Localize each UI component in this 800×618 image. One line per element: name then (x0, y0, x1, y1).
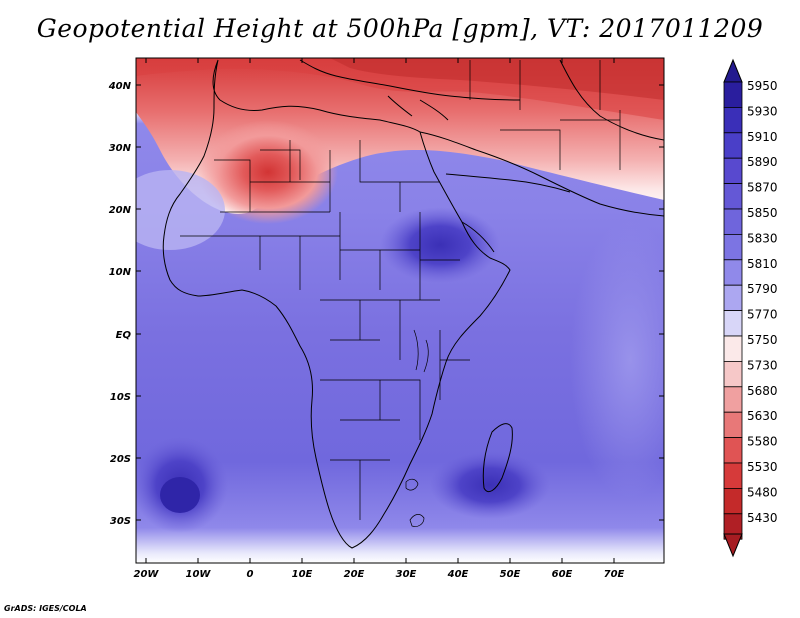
lon-label: 40E (447, 569, 469, 580)
lon-label: 0 (247, 569, 254, 580)
colorbar-label: 5950 (747, 79, 778, 93)
coastlines (162, 59, 664, 549)
country-borders (180, 60, 621, 527)
colorbar-cell (723, 259, 743, 286)
lat-label: 10S (110, 392, 131, 403)
plot-frame (135, 57, 665, 564)
lon-ticks (145, 58, 615, 563)
colorbar-label: 5630 (747, 409, 778, 423)
colorbar-label: 5890 (747, 155, 778, 169)
colorbar-label: 5750 (747, 333, 778, 347)
colorbar-cell (723, 310, 743, 337)
east-africa-low (380, 207, 500, 283)
indian-ocean-low (430, 451, 550, 519)
lat-label: 30S (110, 516, 131, 527)
colorbar-label: 5680 (747, 384, 778, 398)
colorbar-label: 5790 (747, 282, 778, 296)
saharan-high (198, 120, 338, 224)
colorbar-label: 5810 (747, 257, 778, 271)
height-field (136, 58, 664, 563)
lon-label: 50E (500, 569, 521, 580)
colorbar-cell (723, 411, 743, 439)
colorbar-cell (723, 157, 743, 184)
colorbar-arrow-bottom (723, 533, 743, 558)
lon-label: 60E (552, 569, 573, 580)
colorbar-cell (723, 81, 743, 108)
colorbar-cell (723, 437, 743, 464)
colorbar-label: 5580 (747, 435, 778, 449)
lon-label: 10W (186, 569, 212, 580)
colorbar-cell (723, 284, 743, 312)
colorbar-label: 5930 (747, 104, 778, 118)
lat-labels: 40N 30N 20N 10N EQ 10S 20S 30S (108, 81, 132, 527)
colorbar-label: 5870 (747, 181, 778, 195)
colorbar-label: 5770 (747, 308, 778, 322)
colorbar-label: 5850 (747, 206, 778, 220)
colorbar-label: 5530 (747, 460, 778, 474)
lon-label: 70E (604, 569, 625, 580)
colorbar-cell (723, 107, 743, 134)
lon-labels: 20W 10W 0 10E 20E 30E 40E 50E 60E 70E (134, 569, 625, 580)
lat-label: 40N (108, 81, 132, 92)
colorbar-cell (723, 360, 743, 388)
colorbar-cells (723, 81, 743, 540)
colorbar-label: 5480 (747, 485, 778, 499)
lat-label: EQ (116, 330, 132, 341)
colorbar-labels: 5950 5930 5910 5890 5870 5850 5830 5810 5790 5770… (747, 79, 778, 525)
lon-label: 20E (344, 569, 365, 580)
lat-label: 30N (109, 143, 132, 154)
colorbar-cell (723, 487, 743, 515)
colorbar: 5950 5930 5910 5890 5870 5850 5830 5810 5790 5770… (723, 58, 778, 558)
map-title: Geopotential Height at 500hPa [gpm], VT:… (36, 14, 764, 43)
colorbar-label: 5730 (747, 358, 778, 372)
colorbar-label: 5430 (747, 511, 778, 525)
lat-label: 10N (109, 267, 132, 278)
colorbar-cell (723, 183, 743, 210)
lat-ticks (136, 84, 664, 521)
colorbar-label: 5830 (747, 231, 778, 245)
lon-label: 30E (396, 569, 417, 580)
lat-label: 20S (110, 454, 131, 465)
colorbar-cell (723, 132, 743, 159)
colorbar-cell (723, 335, 743, 362)
colorbar-label: 5910 (747, 130, 778, 144)
lon-label: 20W (134, 569, 160, 580)
colorbar-cell (723, 462, 743, 489)
colorbar-arrow-top (723, 58, 743, 83)
colorbar-cell (723, 208, 743, 235)
colorbar-cell (723, 386, 743, 413)
grads-credit: GrADS: IGES/COLA (4, 604, 87, 613)
lon-label: 10E (292, 569, 313, 580)
lat-label: 20N (109, 205, 132, 216)
colorbar-cell (723, 233, 743, 261)
